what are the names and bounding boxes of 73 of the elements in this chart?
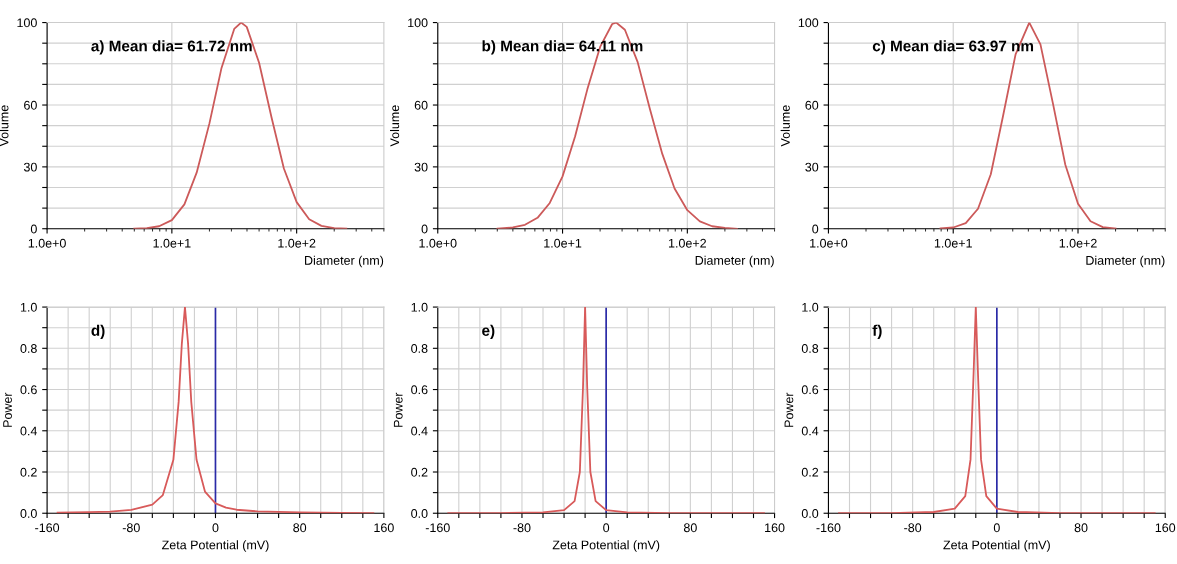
x-tick-label: 0 bbox=[993, 523, 1000, 533]
x-tick-label: -80 bbox=[122, 523, 140, 533]
x-tick-label: 80 bbox=[293, 523, 307, 533]
x-tick-label: -80 bbox=[513, 523, 531, 533]
x-tick-label: -160 bbox=[35, 523, 60, 533]
x-axis-title: Diameter (nm) bbox=[695, 255, 774, 268]
y-tick-label: 0 bbox=[30, 224, 37, 234]
annotation: e) bbox=[482, 324, 495, 339]
y-tick-label: 0 bbox=[421, 224, 428, 234]
y-tick-label: 30 bbox=[805, 162, 819, 172]
y-tick-label: 0.6 bbox=[801, 385, 819, 395]
x-tick-label: 160 bbox=[374, 523, 394, 533]
annotation: f) bbox=[872, 324, 882, 339]
y-tick-label: 30 bbox=[23, 162, 37, 172]
annotation: d) bbox=[91, 324, 105, 339]
y-tick-label: 0.8 bbox=[20, 344, 37, 353]
y-tick-label: 1.0 bbox=[20, 302, 37, 312]
x-tick-label: 1.0e+1 bbox=[153, 238, 191, 248]
y-tick-label: 0.2 bbox=[411, 467, 428, 477]
x-tick-label: 0 bbox=[603, 523, 610, 533]
x-tick-label: 1.0e+0 bbox=[810, 238, 848, 248]
y-tick-label: 0.0 bbox=[411, 509, 428, 518]
x-tick-label: 1.0e+1 bbox=[934, 238, 972, 248]
y-tick-label: 0.8 bbox=[411, 344, 428, 353]
x-tick-label: 160 bbox=[1155, 523, 1176, 533]
x-tick-label: 1.0e+2 bbox=[278, 238, 316, 248]
y-axis-title: Volume bbox=[780, 105, 790, 147]
x-tick-label: 1.0e+0 bbox=[419, 238, 457, 248]
y-tick-label: 30 bbox=[414, 162, 428, 172]
y-tick-label: 60 bbox=[24, 100, 37, 110]
x-tick-label: -80 bbox=[904, 523, 922, 533]
y-tick-label: 0.2 bbox=[20, 467, 37, 477]
line-series bbox=[447, 307, 765, 514]
y-tick-label: 0.0 bbox=[20, 509, 37, 518]
y-tick-label: 60 bbox=[414, 100, 428, 110]
x-tick-label: -160 bbox=[425, 523, 450, 533]
y-axis-title: Power bbox=[784, 392, 794, 427]
y-tick-label: 100 bbox=[798, 18, 819, 28]
y-tick-label: 0.4 bbox=[801, 426, 819, 436]
line-series bbox=[838, 307, 1156, 514]
line-series bbox=[56, 307, 375, 514]
y-tick-label: 0 bbox=[812, 224, 819, 234]
x-tick-label: 160 bbox=[765, 523, 785, 533]
y-tick-label: 100 bbox=[408, 18, 428, 28]
x-axis-title: Zeta Potential (mV) bbox=[552, 540, 660, 552]
x-tick-label: 1.0e+0 bbox=[28, 238, 66, 248]
x-axis-title: Diameter (nm) bbox=[1086, 255, 1165, 268]
y-tick-label: 100 bbox=[17, 18, 37, 28]
x-tick-label: 0 bbox=[212, 523, 219, 533]
x-tick-label: 1.0e+1 bbox=[544, 238, 582, 248]
x-tick-label: 1.0e+2 bbox=[1059, 238, 1097, 248]
x-axis-title: Zeta Potential (mV) bbox=[943, 540, 1050, 552]
x-tick-label: -160 bbox=[816, 523, 841, 533]
x-axis-title: Zeta Potential (mV) bbox=[162, 540, 269, 552]
y-tick-label: 1.0 bbox=[411, 302, 428, 312]
x-tick-label: 80 bbox=[1074, 523, 1088, 533]
y-tick-label: 60 bbox=[805, 100, 819, 110]
y-axis-title: Volume bbox=[389, 105, 400, 147]
y-tick-label: 0.4 bbox=[20, 426, 37, 436]
y-tick-label: 0.2 bbox=[801, 467, 819, 477]
y-axis-title: Power bbox=[3, 392, 12, 427]
y-tick-label: 0.0 bbox=[801, 509, 819, 518]
y-tick-label: 0.6 bbox=[411, 385, 428, 395]
y-axis-title: Volume bbox=[0, 105, 9, 147]
x-tick-label: 1.0e+2 bbox=[668, 238, 706, 248]
y-tick-label: 1.0 bbox=[802, 302, 819, 312]
y-tick-label: 0.4 bbox=[411, 426, 428, 436]
x-axis-title: Diameter (nm) bbox=[305, 255, 384, 268]
y-tick-label: 0.8 bbox=[801, 344, 819, 353]
y-axis-title: Power bbox=[393, 392, 403, 427]
x-tick-label: 80 bbox=[683, 523, 697, 533]
annotation: a) Mean dia= 61.72 nm bbox=[91, 40, 252, 55]
y-tick-label: 0.6 bbox=[20, 385, 37, 395]
